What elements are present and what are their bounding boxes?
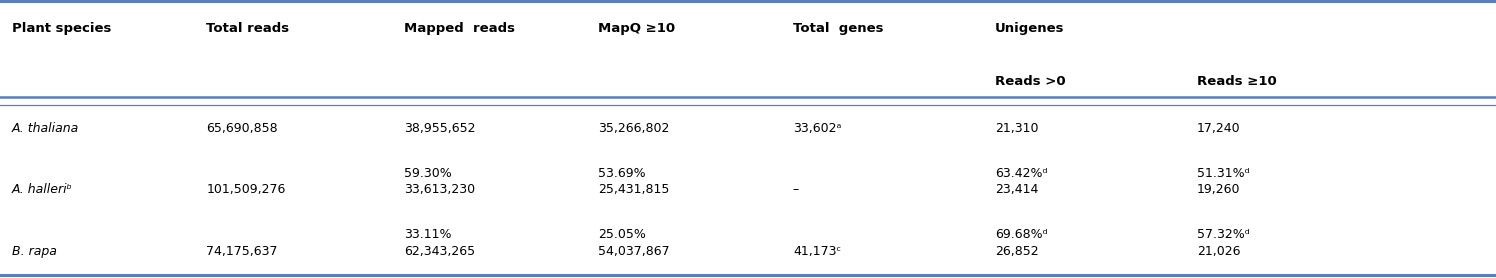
Text: 21,026: 21,026	[1197, 245, 1240, 258]
Text: 57.32%ᵈ: 57.32%ᵈ	[1197, 228, 1249, 241]
Text: 62,343,265: 62,343,265	[404, 245, 476, 258]
Text: MapQ ≥10: MapQ ≥10	[598, 22, 676, 35]
Text: 65,690,858: 65,690,858	[206, 122, 278, 135]
Text: 69.68%ᵈ: 69.68%ᵈ	[995, 228, 1047, 241]
Text: 51.31%ᵈ: 51.31%ᵈ	[1197, 167, 1249, 180]
Text: Plant species: Plant species	[12, 22, 111, 35]
Text: 59.30%: 59.30%	[404, 167, 452, 180]
Text: 101,509,276: 101,509,276	[206, 183, 286, 197]
Text: A. halleriᵇ: A. halleriᵇ	[12, 183, 73, 197]
Text: 25.05%: 25.05%	[598, 228, 646, 241]
Text: 25,431,815: 25,431,815	[598, 183, 670, 197]
Text: 63.42%ᵈ: 63.42%ᵈ	[995, 167, 1047, 180]
Text: Mapped  reads: Mapped reads	[404, 22, 515, 35]
Text: B. rapa: B. rapa	[12, 245, 57, 258]
Text: 33,613,230: 33,613,230	[404, 183, 476, 197]
Text: 19,260: 19,260	[1197, 183, 1240, 197]
Text: A. thaliana: A. thaliana	[12, 122, 79, 135]
Text: Total  genes: Total genes	[793, 22, 883, 35]
Text: 35,266,802: 35,266,802	[598, 122, 670, 135]
Text: 53.69%: 53.69%	[598, 167, 646, 180]
Text: 41,173ᶜ: 41,173ᶜ	[793, 245, 841, 258]
Text: 54,037,867: 54,037,867	[598, 245, 670, 258]
Text: Unigenes: Unigenes	[995, 22, 1064, 35]
Text: 74,175,637: 74,175,637	[206, 245, 278, 258]
Text: 21,310: 21,310	[995, 122, 1038, 135]
Text: 38,955,652: 38,955,652	[404, 122, 476, 135]
Text: 23,414: 23,414	[995, 183, 1038, 197]
Text: Reads ≥10: Reads ≥10	[1197, 75, 1276, 88]
Text: 17,240: 17,240	[1197, 122, 1240, 135]
Text: Total reads: Total reads	[206, 22, 290, 35]
Text: 33.11%: 33.11%	[404, 228, 452, 241]
Text: Reads >0: Reads >0	[995, 75, 1065, 88]
Text: 33,602ᵃ: 33,602ᵃ	[793, 122, 841, 135]
Text: –: –	[793, 183, 799, 197]
Text: 26,852: 26,852	[995, 245, 1038, 258]
